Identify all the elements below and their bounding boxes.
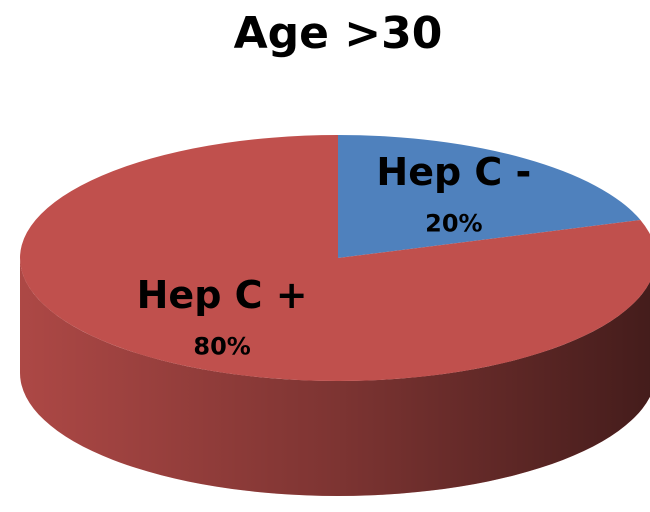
- chart-title: Age >30: [234, 8, 443, 59]
- tops: [20, 135, 650, 381]
- slice-label: Hep C +: [137, 273, 308, 317]
- slice-label: Hep C -: [376, 150, 531, 194]
- value-label: 80%: [193, 333, 250, 361]
- slice: [338, 135, 641, 258]
- value-label: 20%: [425, 209, 482, 237]
- slice: [20, 135, 650, 381]
- labels: Hep C - 20% Hep C + 80%: [137, 150, 532, 361]
- sides: [20, 258, 650, 496]
- slice-side-shade: [20, 258, 650, 496]
